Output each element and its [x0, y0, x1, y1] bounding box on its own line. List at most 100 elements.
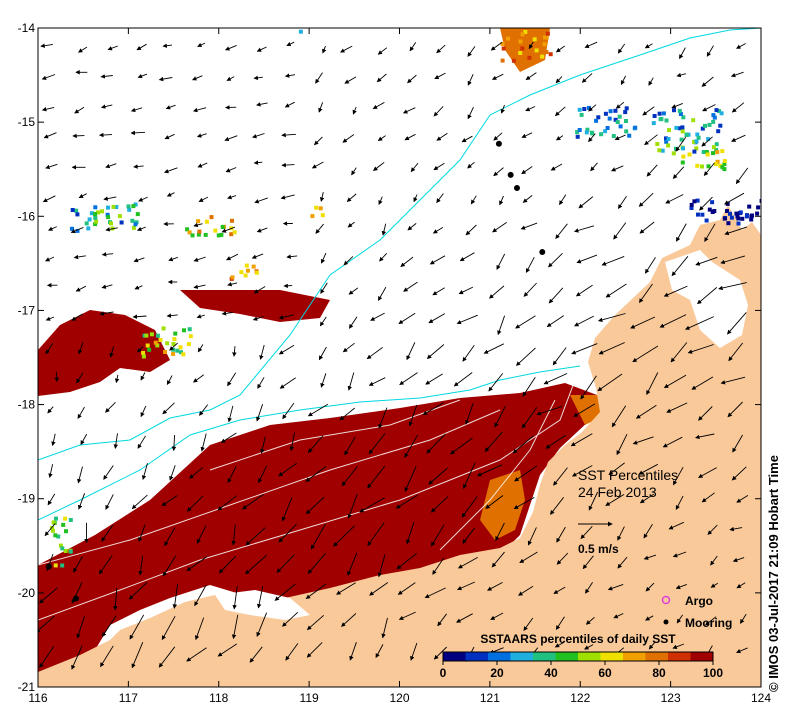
- current-vector: [687, 344, 714, 354]
- current-vector: [465, 224, 477, 236]
- sst-pixel: [687, 152, 692, 157]
- current-vector: [198, 196, 209, 202]
- current-vector: [256, 612, 268, 637]
- sst-pixel: [75, 228, 80, 233]
- sst-pixel: [63, 549, 68, 553]
- current-vector: [491, 551, 505, 568]
- current-vector: [685, 316, 714, 330]
- current-vector: [225, 167, 237, 173]
- current-vector: [645, 615, 654, 621]
- current-vector: [75, 285, 87, 292]
- sst-pixel: [213, 228, 218, 233]
- isobath-line: [38, 365, 581, 521]
- sst-pixel: [245, 268, 250, 273]
- sst-pixel: [722, 216, 727, 221]
- current-vector: [194, 617, 205, 641]
- sst-pixel: [155, 333, 160, 338]
- current-vector: [675, 136, 687, 152]
- current-vector: [367, 522, 385, 547]
- current-vector: [494, 405, 506, 428]
- current-vector: [166, 313, 178, 318]
- sst-pixel: [186, 342, 191, 347]
- current-vector: [668, 521, 684, 530]
- current-vector: [253, 286, 266, 294]
- current-vector: [543, 373, 568, 385]
- current-vector: [39, 587, 58, 604]
- current-vector: [165, 104, 176, 110]
- current-vector: [45, 343, 54, 355]
- current-vector: [320, 282, 328, 294]
- sst-pixel: [714, 108, 719, 113]
- current-vector: [617, 196, 627, 210]
- current-vector: [515, 347, 536, 366]
- scale-label: 0.5 m/s: [578, 542, 619, 556]
- current-vector: [193, 222, 203, 228]
- sst-pixel: [127, 207, 132, 212]
- sst-pixel: [603, 111, 608, 116]
- current-vector: [648, 641, 656, 650]
- imos-credit: © IMOS 03-Jul-2017 21:09 Hobart Time: [766, 455, 781, 692]
- current-vector: [132, 314, 147, 319]
- current-vector: [426, 344, 445, 359]
- coastal-bay: [665, 250, 748, 348]
- sst-pixel: [577, 107, 582, 112]
- current-vector: [546, 315, 564, 328]
- sst-pixel: [623, 110, 628, 115]
- current-vector: [456, 613, 473, 623]
- sst-pixel: [694, 146, 699, 151]
- sst-pixel: [689, 206, 694, 210]
- current-vector: [489, 285, 505, 299]
- map-date: 24 Feb 2013: [578, 484, 657, 500]
- current-vector: [98, 132, 113, 138]
- sst-pixel: [542, 42, 547, 47]
- colorbar-segment: [668, 652, 691, 661]
- current-vector: [224, 135, 238, 142]
- sst-pixel: [219, 232, 224, 237]
- current-vector: [644, 257, 656, 274]
- orange-anomaly-patch: [480, 470, 525, 540]
- colorbar-segment: [555, 652, 579, 661]
- current-vector: [376, 73, 387, 83]
- sst-pixel: [320, 213, 325, 218]
- argo-legend-label: Argo: [685, 594, 713, 608]
- sst-pixel: [314, 205, 319, 210]
- colorbar-segment: [578, 652, 601, 661]
- current-vector: [436, 193, 444, 204]
- colorbar-frame: [442, 651, 714, 662]
- current-vector: [614, 134, 626, 141]
- current-vector: [727, 312, 747, 335]
- current-vector: [436, 132, 448, 141]
- sst-pixel: [674, 125, 679, 130]
- current-vector: [282, 611, 299, 627]
- current-vector: [137, 435, 146, 449]
- current-vector: [490, 41, 503, 51]
- current-vector: [555, 76, 563, 84]
- sst-pixel: [187, 327, 192, 332]
- sst-pixel: [756, 205, 761, 210]
- current-vector: [347, 493, 358, 519]
- current-vector: [76, 616, 85, 639]
- current-vector: [45, 256, 55, 262]
- current-vector: [497, 315, 506, 336]
- current-vector: [493, 167, 504, 177]
- current-vector: [48, 226, 57, 231]
- current-vector: [422, 402, 444, 415]
- sst-pixel: [109, 221, 113, 226]
- current-vector: [672, 551, 687, 558]
- current-vector: [164, 527, 176, 547]
- current-vector: [284, 73, 296, 78]
- sst-pixel: [229, 232, 234, 237]
- current-vector: [138, 524, 146, 543]
- sst-pixel: [145, 343, 150, 348]
- current-vector: [616, 434, 628, 456]
- current-vector: [555, 223, 568, 239]
- warm-anomaly-patch: [38, 310, 170, 396]
- current-vector: [584, 41, 598, 48]
- current-vector: [378, 286, 387, 301]
- sst-pixel: [679, 137, 684, 142]
- current-vector: [605, 494, 625, 506]
- sst-pixel: [718, 163, 723, 168]
- sst-pixel: [298, 29, 303, 34]
- current-vector: [646, 164, 658, 177]
- current-vector: [644, 134, 658, 146]
